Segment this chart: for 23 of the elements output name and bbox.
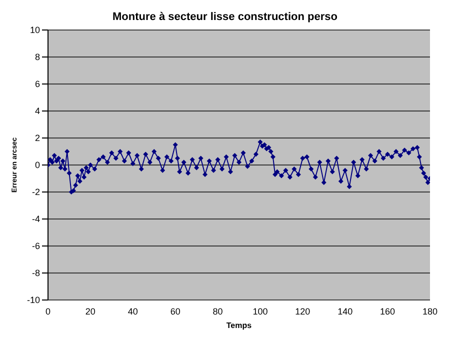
x-tick-label: 140 xyxy=(338,306,353,316)
x-tick-label: 160 xyxy=(380,306,396,316)
y-tick-label: 2 xyxy=(34,133,40,144)
y-tick-label: -4 xyxy=(32,214,40,224)
y-tick-label: -2 xyxy=(32,187,40,198)
x-tick-label: 60 xyxy=(170,306,180,316)
chart-title: Monture à secteur lisse construction perso xyxy=(112,10,338,25)
y-tick-label: 4 xyxy=(34,106,40,116)
y-tick-label: 10 xyxy=(30,25,40,36)
x-tick-label: 20 xyxy=(85,306,96,316)
x-tick-label: 100 xyxy=(252,306,268,316)
y-tick-label: -10 xyxy=(26,295,40,306)
y-tick-label: -6 xyxy=(32,241,40,252)
y-tick-label: 6 xyxy=(34,79,40,90)
x-tick-label: 40 xyxy=(128,306,138,316)
x-tick-label: 0 xyxy=(45,306,51,316)
x-tick-label: 120 xyxy=(295,306,310,316)
y-tick-label: 8 xyxy=(34,52,40,62)
y-tick-label: 0 xyxy=(34,160,40,170)
x-tick-label: 180 xyxy=(422,306,438,316)
x-tick-label: 80 xyxy=(212,306,223,316)
y-tick-label: -8 xyxy=(32,268,40,278)
x-axis-title: Temps xyxy=(226,321,252,330)
